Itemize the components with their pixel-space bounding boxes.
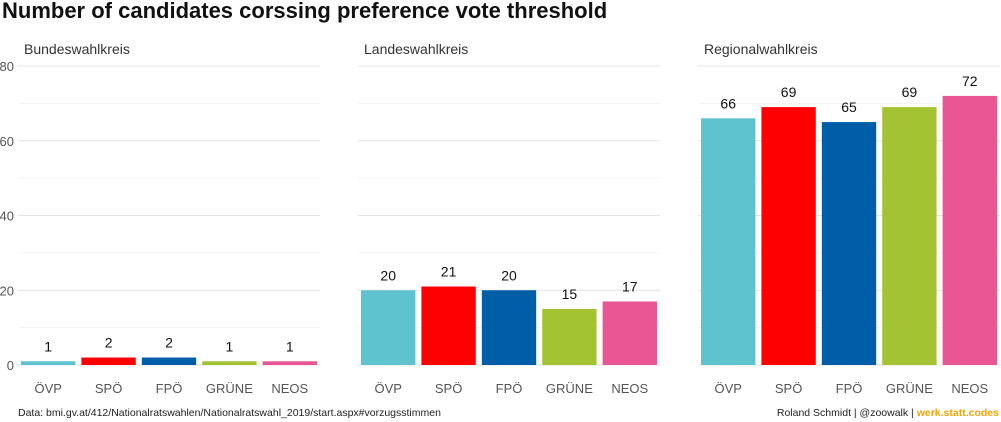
bar-0-1 bbox=[81, 357, 136, 365]
x-tick-label-1-1: SPÖ bbox=[435, 381, 462, 396]
data-label-2-1: 69 bbox=[781, 84, 797, 100]
x-tick-label-1-4: NEOS bbox=[611, 381, 648, 396]
data-label-2-3: 69 bbox=[902, 84, 918, 100]
bar-0-2 bbox=[141, 357, 197, 365]
x-tick-label-1-2: FPÖ bbox=[496, 381, 523, 396]
bar-2-3 bbox=[882, 107, 937, 366]
x-tick-label-2-3: GRÜNE bbox=[886, 381, 933, 396]
data-label-1-4: 17 bbox=[622, 278, 638, 294]
x-tick-label-0-1: SPÖ bbox=[95, 381, 122, 396]
data-label-1-1: 21 bbox=[441, 264, 457, 280]
x-tick-label-0-3: GRÜNE bbox=[206, 381, 253, 396]
y-tick-label-40: 40 bbox=[0, 209, 14, 224]
y-tick-label-0: 0 bbox=[7, 358, 14, 373]
x-tick-label-1-3: GRÜNE bbox=[546, 381, 593, 396]
chart-title: Number of candidates corssing preference… bbox=[2, 0, 608, 23]
x-tick-label-2-2: FPÖ bbox=[836, 381, 863, 396]
credit-line: Roland Schmidt | @zoowalk | werk.statt.c… bbox=[777, 407, 999, 419]
bar-2-2 bbox=[821, 122, 877, 365]
data-label-0-2: 2 bbox=[165, 335, 173, 351]
data-label-2-2: 65 bbox=[841, 99, 857, 115]
bar-2-0 bbox=[701, 118, 756, 365]
x-tick-label-2-4: NEOS bbox=[951, 381, 988, 396]
x-tick-label-0-4: NEOS bbox=[271, 381, 308, 396]
x-tick-label-0-2: FPÖ bbox=[156, 381, 183, 396]
x-tick-label-2-1: SPÖ bbox=[775, 381, 802, 396]
data-label-1-2: 20 bbox=[501, 267, 517, 283]
bar-1-3 bbox=[542, 308, 597, 365]
data-label-0-4: 1 bbox=[286, 338, 294, 354]
bar-1-4 bbox=[602, 301, 657, 365]
data-label-1-3: 15 bbox=[562, 286, 578, 302]
bar-0-0 bbox=[21, 361, 76, 365]
data-label-2-0: 66 bbox=[720, 95, 736, 111]
bar-2-4 bbox=[942, 95, 997, 366]
bar-0-3 bbox=[202, 361, 257, 365]
bar-2-1 bbox=[761, 107, 816, 366]
data-label-2-4: 72 bbox=[962, 73, 978, 89]
credit-author: Roland Schmidt | @zoowalk | bbox=[776, 407, 917, 419]
y-tick-label-80: 80 bbox=[0, 59, 14, 74]
facet-label-1: Landeswahlkreis bbox=[364, 41, 468, 57]
data-source-note: Data: bmi.gv.at/412/Nationalratswahlen/N… bbox=[18, 407, 441, 419]
x-tick-label-0-0: ÖVP bbox=[34, 381, 61, 396]
credit-brand: werk.statt.codes bbox=[916, 407, 999, 419]
x-tick-label-1-0: ÖVP bbox=[374, 381, 401, 396]
y-tick-label-20: 20 bbox=[0, 283, 14, 298]
bar-0-4 bbox=[262, 361, 317, 365]
y-tick-label-60: 60 bbox=[0, 134, 14, 149]
facet-label-0: Bundeswahlkreis bbox=[24, 41, 130, 57]
data-label-0-0: 1 bbox=[44, 338, 52, 354]
data-label-0-1: 2 bbox=[105, 335, 113, 351]
data-label-1-0: 20 bbox=[380, 267, 396, 283]
x-tick-label-2-0: ÖVP bbox=[714, 381, 741, 396]
data-label-0-3: 1 bbox=[226, 338, 234, 354]
facet-label-2: Regionalwahlkreis bbox=[704, 41, 818, 57]
bar-1-0 bbox=[361, 290, 416, 365]
bar-1-2 bbox=[481, 290, 537, 365]
bar-1-1 bbox=[421, 286, 476, 365]
